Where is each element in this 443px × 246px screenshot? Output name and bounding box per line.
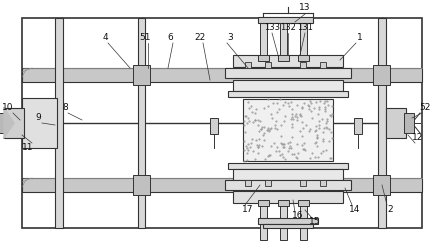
Bar <box>228 91 348 97</box>
Bar <box>233 80 343 91</box>
Text: 16: 16 <box>292 211 304 219</box>
Bar <box>133 65 150 85</box>
Text: 131: 131 <box>297 24 313 32</box>
Bar <box>0 113 6 133</box>
Bar <box>260 18 267 58</box>
Bar <box>300 180 306 186</box>
Bar <box>243 99 333 161</box>
Bar <box>258 17 313 23</box>
Bar <box>278 55 289 61</box>
Bar <box>138 18 145 228</box>
Text: 13: 13 <box>299 3 311 13</box>
Bar <box>22 18 422 228</box>
Bar <box>233 169 343 180</box>
Bar <box>280 18 287 58</box>
Bar <box>298 200 309 206</box>
Text: 52: 52 <box>420 104 431 112</box>
Text: 10: 10 <box>2 104 14 112</box>
Bar <box>404 113 414 133</box>
Bar <box>225 180 351 190</box>
Bar <box>298 55 309 61</box>
Bar <box>245 180 251 186</box>
Text: 15: 15 <box>309 217 321 227</box>
Text: 133: 133 <box>264 24 280 32</box>
Bar <box>320 62 326 68</box>
Bar <box>55 18 63 228</box>
Bar <box>228 163 348 169</box>
Text: 11: 11 <box>22 143 34 153</box>
Bar <box>278 200 289 206</box>
Bar <box>300 202 307 240</box>
Bar <box>354 118 362 134</box>
Bar <box>300 18 307 58</box>
Bar <box>22 98 57 148</box>
Text: 4: 4 <box>102 33 108 43</box>
Text: 9: 9 <box>35 113 41 123</box>
Bar <box>265 62 271 68</box>
Text: 2: 2 <box>387 205 393 215</box>
Text: 14: 14 <box>350 205 361 215</box>
Bar <box>260 202 267 240</box>
Bar <box>280 202 287 240</box>
Text: 132: 132 <box>280 24 296 32</box>
Bar <box>320 180 326 186</box>
Bar <box>258 200 269 206</box>
Bar <box>258 55 269 61</box>
Text: 8: 8 <box>62 104 68 112</box>
Bar <box>210 118 218 134</box>
Bar <box>373 65 390 85</box>
Bar <box>133 175 150 195</box>
Bar <box>378 18 386 228</box>
Text: 12: 12 <box>412 134 424 142</box>
Bar <box>22 178 422 192</box>
Bar <box>386 108 406 138</box>
Bar <box>4 108 24 138</box>
Text: 3: 3 <box>227 33 233 43</box>
Bar <box>245 62 251 68</box>
Text: 22: 22 <box>194 33 206 43</box>
Text: 6: 6 <box>167 33 173 43</box>
Bar <box>265 180 271 186</box>
Bar <box>233 191 343 203</box>
Bar <box>22 68 422 82</box>
Bar <box>373 175 390 195</box>
Bar <box>233 55 343 67</box>
Bar <box>258 218 318 224</box>
Text: 1: 1 <box>357 33 363 43</box>
Bar <box>225 68 351 78</box>
Bar <box>300 62 306 68</box>
Bar <box>263 224 313 228</box>
Polygon shape <box>4 108 14 138</box>
Text: 51: 51 <box>139 33 151 43</box>
Text: 17: 17 <box>242 205 254 215</box>
